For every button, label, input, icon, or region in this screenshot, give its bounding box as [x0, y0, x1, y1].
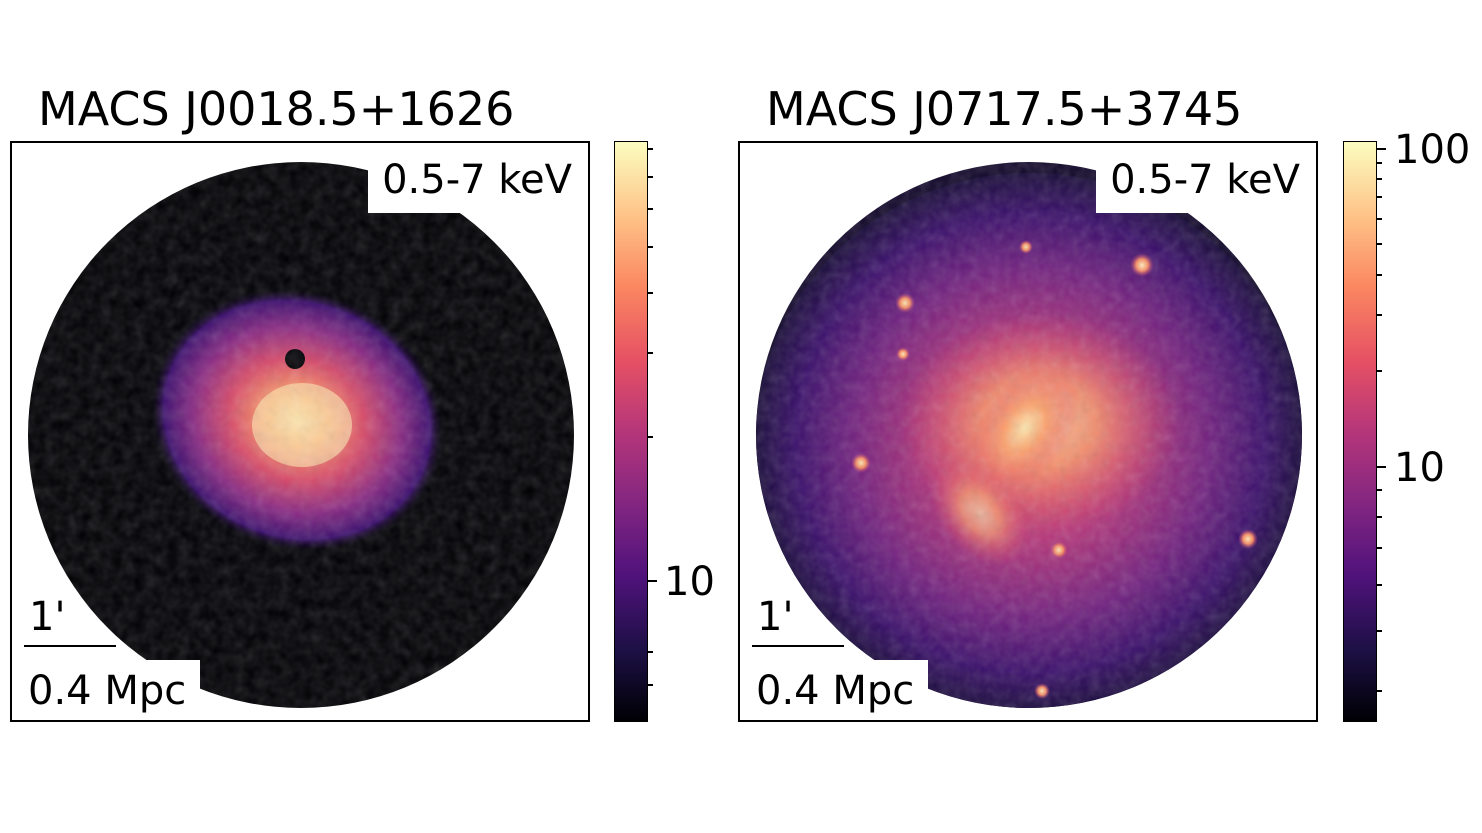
panel2-colorbar-minor-tick — [1377, 178, 1382, 180]
panel2-scalebar-physical: 0.4 Mpc — [740, 660, 929, 720]
panel1-colorbar-minor-tick — [648, 684, 653, 686]
panel1-colorbar-minor-tick — [648, 436, 653, 438]
panel1-scalebar-angular: 1' — [29, 594, 66, 640]
panel2-colorbar-minor-tick — [1377, 584, 1382, 586]
panel2-scalebar-angular: 1' — [757, 594, 794, 640]
panel2-colorbar-minor-tick — [1377, 243, 1382, 245]
panel2-image-frame: 0.5-7 keV 1' 0.4 Mpc — [738, 141, 1318, 722]
panel1-colorbar-minor-tick — [648, 292, 653, 294]
panel1-colorbar-tick — [648, 580, 657, 582]
panel2-colorbar-minor-tick — [1377, 162, 1382, 164]
panel2-colorbar-label: 10 — [1394, 445, 1445, 491]
panel2-colorbar-minor-tick — [1377, 547, 1382, 549]
panel1-scalebar-physical: 0.4 Mpc — [12, 660, 201, 720]
panel1-scalebar-line — [24, 645, 116, 647]
panel2-colorbar-minor-tick — [1377, 630, 1382, 632]
panel1-colorbar-minor-tick — [648, 176, 653, 178]
panel2-scalebar-line — [752, 645, 844, 647]
panel2-energy-label: 0.5-7 keV — [1096, 143, 1316, 213]
panel1-colorbar-minor-tick — [648, 208, 653, 210]
panel1-colorbar-minor-tick — [648, 651, 653, 653]
panel2-colorbar-tick — [1377, 148, 1386, 150]
panel1-title: MACS J0018.5+1626 — [38, 82, 515, 136]
panel1-colorbar-minor-tick — [648, 352, 653, 354]
panel2-colorbar-minor-tick — [1377, 690, 1382, 692]
panel2-colorbar-minor-tick — [1377, 196, 1382, 198]
panel2-colorbar — [1343, 141, 1377, 722]
panel2-colorbar-minor-tick — [1377, 274, 1382, 276]
panel1-colorbar-label: 10 — [664, 559, 715, 605]
panel1-colorbar — [614, 141, 648, 722]
panel1-image-frame: 0.5-7 keV 1' 0.4 Mpc — [10, 141, 590, 722]
panel2-colorbar-tick — [1377, 466, 1386, 468]
panel2-colorbar-label: 100 — [1394, 127, 1471, 173]
panel2-colorbar-minor-tick — [1377, 218, 1382, 220]
panel2-colorbar-minor-tick — [1377, 370, 1382, 372]
panel2-xray-image — [756, 162, 1302, 708]
panel2-colorbar-minor-tick — [1377, 314, 1382, 316]
panel2-colorbar-minor-tick — [1377, 516, 1382, 518]
panel1-colorbar-minor-tick — [648, 148, 653, 150]
panel1-xray-image — [28, 162, 574, 708]
panel2-title: MACS J0717.5+3745 — [766, 82, 1243, 136]
panel1-energy-label: 0.5-7 keV — [368, 143, 588, 213]
panel1-colorbar-minor-tick — [648, 246, 653, 248]
panel2-colorbar-minor-tick — [1377, 489, 1382, 491]
